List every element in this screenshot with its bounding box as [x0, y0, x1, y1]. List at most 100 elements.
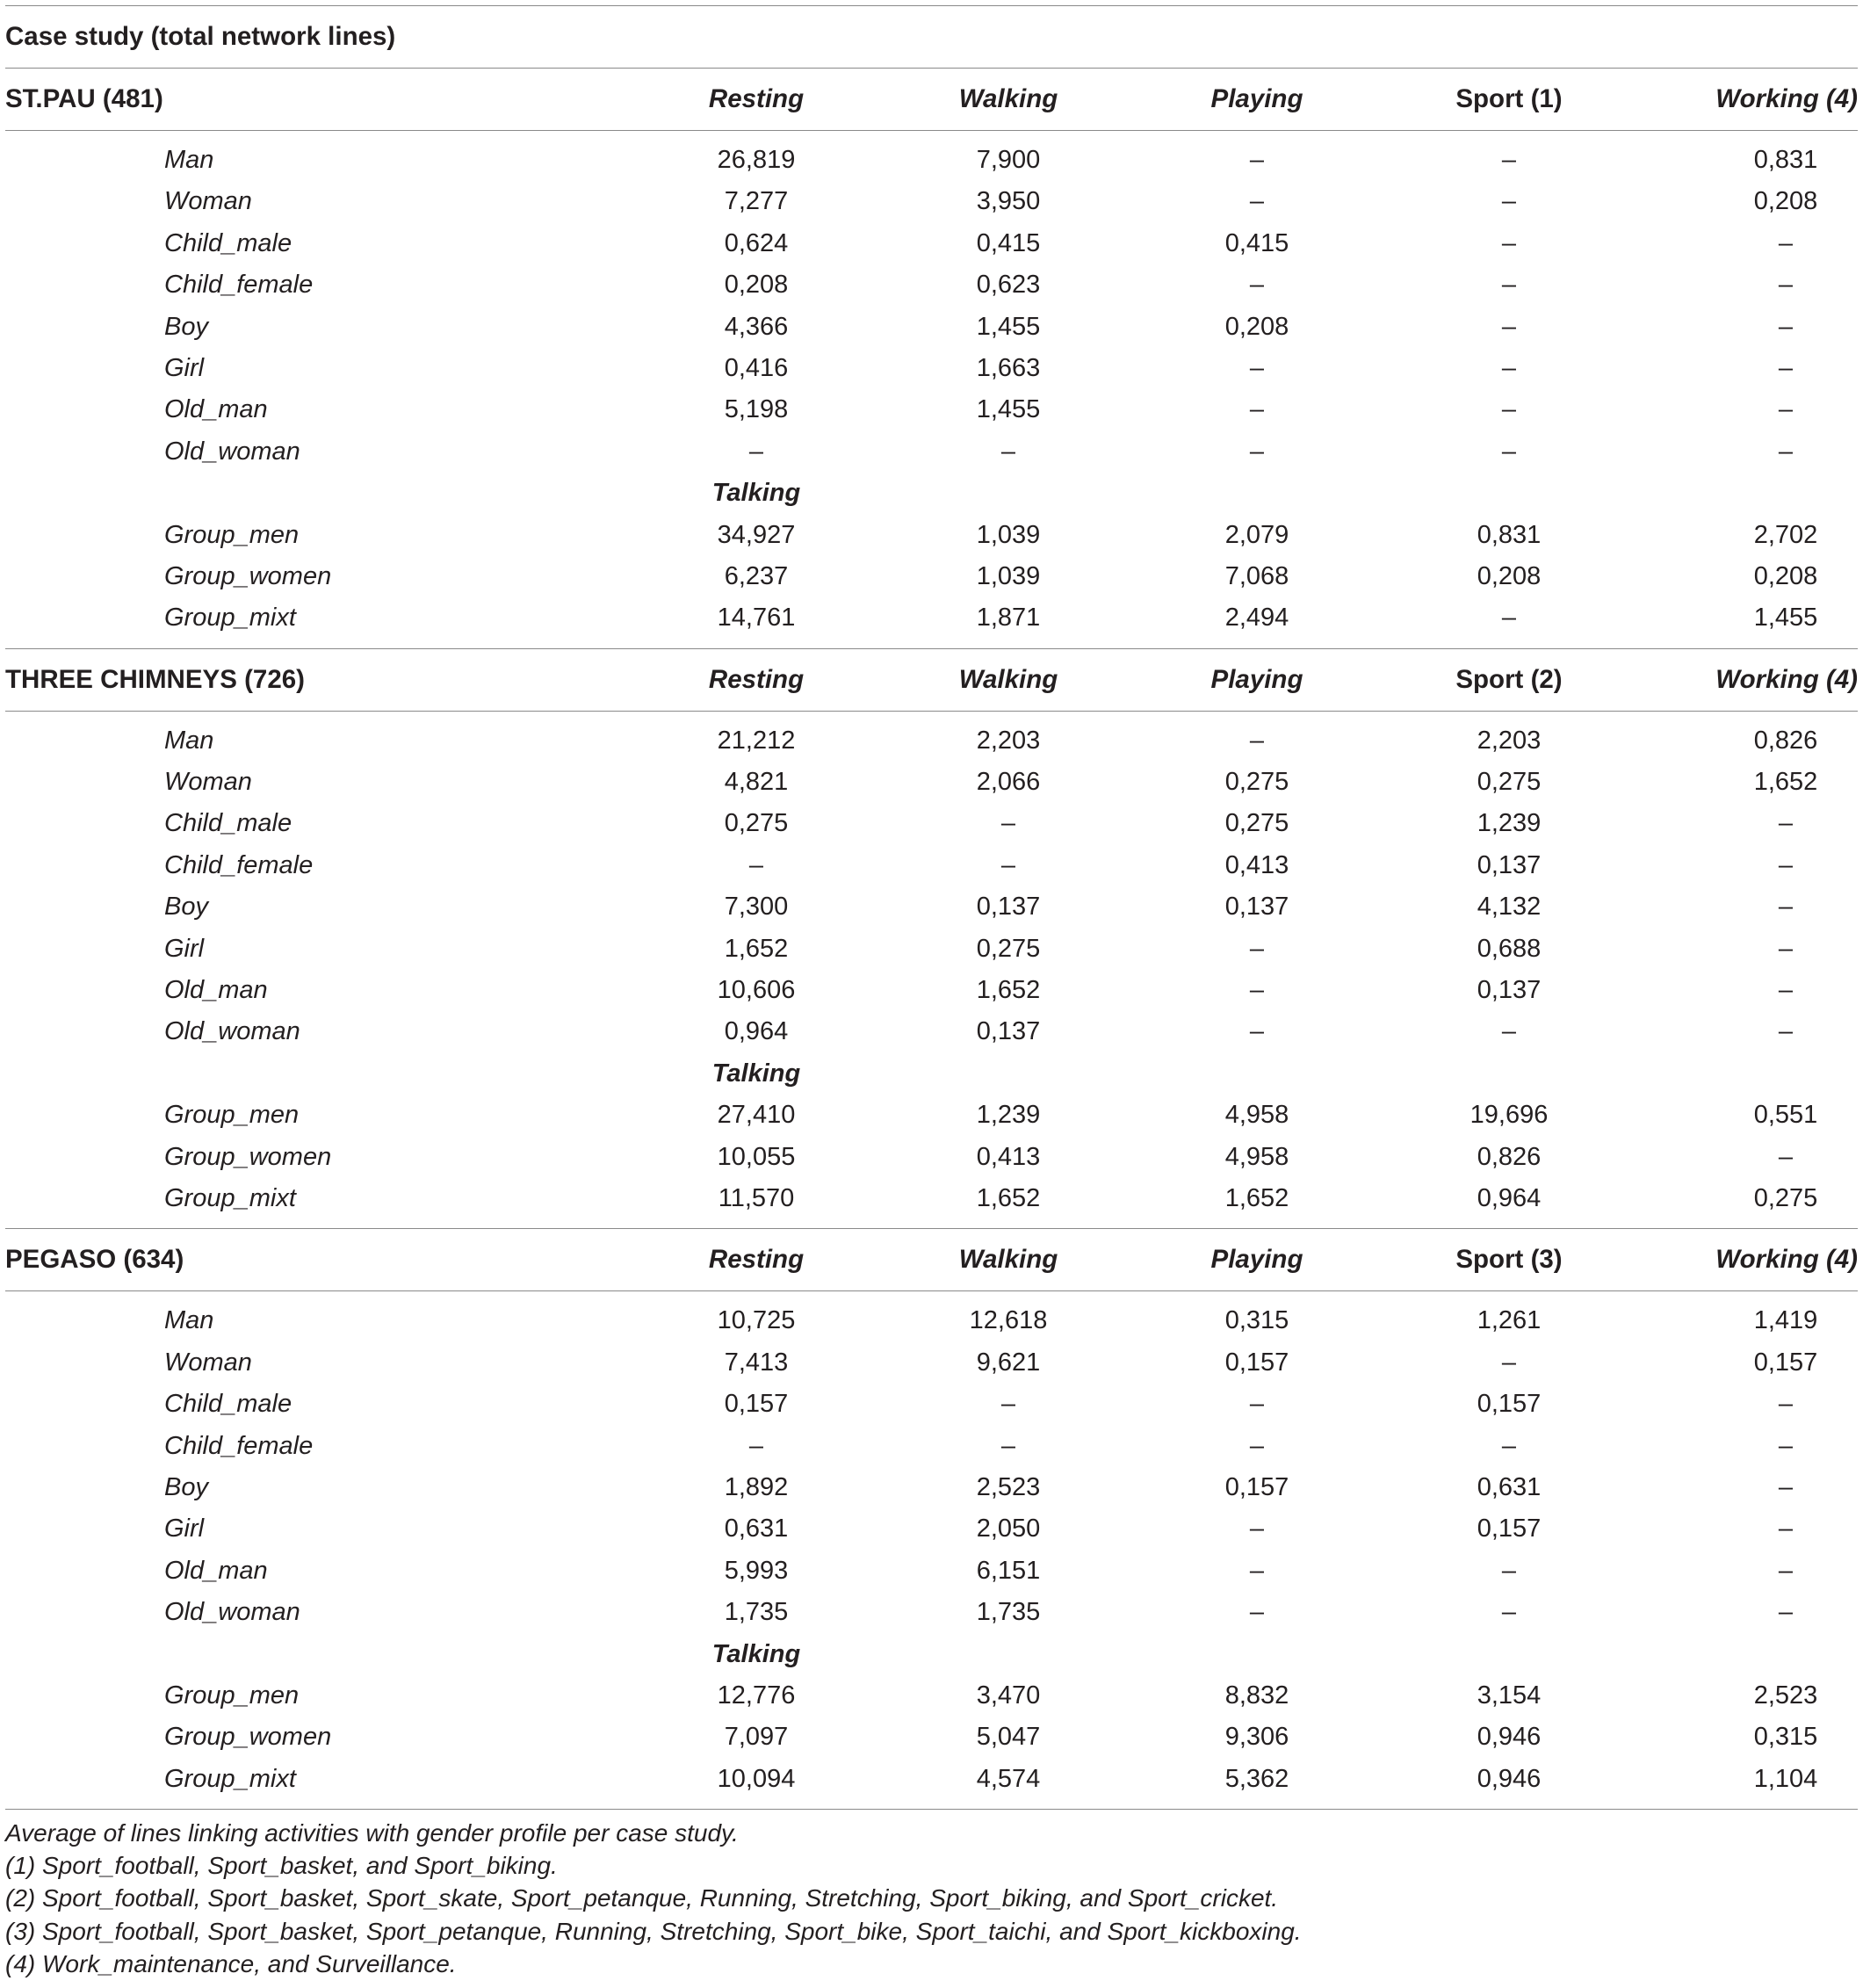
table-cell: 2,066	[976, 768, 1041, 797]
talking-subheader: Talking	[711, 479, 801, 508]
table-cell: –	[1249, 1514, 1265, 1543]
section-rule	[5, 68, 1858, 69]
table-cell: –	[1778, 1017, 1794, 1046]
table-row: Boy 1,892 2,523 0,157 0,631 –	[5, 1467, 1858, 1508]
table-cell: 0,208	[1753, 187, 1818, 216]
table-cell: 8,832	[1224, 1681, 1289, 1710]
table-cell: –	[1249, 187, 1265, 216]
table-cell: –	[1249, 1431, 1265, 1460]
table-cell: 12,618	[969, 1306, 1048, 1335]
column-header: Playing	[1210, 1245, 1303, 1275]
table-cell: 1,455	[976, 395, 1041, 424]
column-header: Sport (2)	[1455, 664, 1563, 694]
section-name: THREE CHIMNEYS (726)	[5, 664, 305, 694]
table-row: Man 26,819 7,900 – – 0,831	[5, 140, 1858, 181]
table-cell: 1,104	[1753, 1764, 1818, 1793]
table-cell: –	[1778, 1431, 1794, 1460]
table-cell: 6,237	[724, 561, 789, 590]
row-label: Group_mixt	[164, 1764, 296, 1793]
table-cell: 9,621	[976, 1348, 1041, 1377]
row-label: Group_men	[164, 1101, 300, 1130]
table-cell: –	[1778, 893, 1794, 922]
table-cell: 6,151	[976, 1556, 1041, 1585]
table-cell: 2,523	[1753, 1681, 1818, 1710]
table-cell: –	[1501, 437, 1517, 466]
table-row: Child_female 0,208 0,623 – – –	[5, 264, 1858, 306]
table-row: Girl 1,652 0,275 – 0,688 –	[5, 929, 1858, 970]
row-label: Child_female	[164, 850, 314, 879]
row-label: Woman	[164, 768, 252, 797]
note-line: (2) Sport_football, Sport_basket, Sport_…	[5, 1884, 1279, 1912]
table-cell: –	[1000, 850, 1016, 879]
table-cell: 1,652	[976, 1183, 1041, 1212]
row-label: Old_woman	[164, 1017, 300, 1046]
table-cell: –	[1501, 312, 1517, 341]
table-row: Old_woman 1,735 1,735 – – –	[5, 1592, 1858, 1633]
table-cell: 0,631	[724, 1514, 789, 1543]
table-cell: 0,208	[1477, 561, 1542, 590]
table-row: Woman 7,277 3,950 – – 0,208	[5, 181, 1858, 222]
row-label: Group_men	[164, 1681, 300, 1710]
table-cell: 0,137	[976, 1017, 1041, 1046]
column-header: Sport (1)	[1455, 84, 1563, 113]
table-cell: 7,097	[724, 1723, 789, 1752]
row-label: Girl	[164, 934, 205, 963]
table-cell: –	[1778, 437, 1794, 466]
table-cell: –	[1778, 1142, 1794, 1171]
column-header: Sport (3)	[1455, 1245, 1563, 1275]
row-label: Child_female	[164, 1431, 314, 1460]
table-cell: –	[1778, 1598, 1794, 1627]
row-label: Group_men	[164, 520, 300, 549]
column-header: Playing	[1210, 664, 1303, 694]
table-cell: 1,735	[724, 1598, 789, 1627]
column-header: Walking	[958, 84, 1058, 113]
section-body: Man 21,212 2,203 – 2,203 0,826 Woman 4,821 2,066…	[5, 712, 1858, 1229]
table-cell: –	[1249, 1390, 1265, 1419]
table-cell: 0,964	[724, 1017, 789, 1046]
table-row: Old_man 5,198 1,455 – – –	[5, 389, 1858, 430]
row-label: Group_mixt	[164, 1183, 296, 1212]
table-cell: 0,208	[724, 271, 789, 300]
table-cell: 7,068	[1224, 561, 1289, 590]
table-row: Group_men 27,410 1,239 4,958 19,696 0,551	[5, 1095, 1858, 1136]
table-cell: 4,821	[724, 768, 789, 797]
section-header-rule	[5, 130, 1858, 131]
table-cell: 1,039	[976, 520, 1041, 549]
table-cell: –	[1249, 934, 1265, 963]
table-cell: –	[1249, 395, 1265, 424]
row-label: Old_woman	[164, 1598, 300, 1627]
table-cell: –	[1501, 1017, 1517, 1046]
table-cell: 4,958	[1224, 1101, 1289, 1130]
column-header: Playing	[1210, 84, 1303, 113]
table-cell: –	[1501, 1598, 1517, 1627]
section-body: Man 10,725 12,618 0,315 1,261 1,419 Woman 7,413…	[5, 1291, 1858, 1809]
table-cell: –	[1249, 1598, 1265, 1627]
table-row: Group_mixt 11,570 1,652 1,652 0,964 0,275	[5, 1178, 1858, 1219]
table-cell: –	[1501, 395, 1517, 424]
table-cell: 0,137	[1477, 976, 1542, 1005]
table-cell: 0,275	[1224, 768, 1289, 797]
table-cell: 0,315	[1753, 1723, 1818, 1752]
section-name: ST.PAU (481)	[5, 84, 163, 113]
table-cell: –	[1249, 976, 1265, 1005]
table-row: Child_female – – 0,413 0,137 –	[5, 845, 1858, 886]
table-cell: 7,300	[724, 893, 789, 922]
table-row: Child_female – – – – –	[5, 1426, 1858, 1467]
note-line: (3) Sport_football, Sport_basket, Sport_…	[5, 1917, 1302, 1945]
table-notes: Average of lines linking activities with…	[5, 1810, 1858, 1980]
table-cell: 0,826	[1753, 726, 1818, 755]
table-cell: –	[1249, 146, 1265, 174]
row-label: Girl	[164, 353, 205, 382]
table-cell: 1,455	[976, 312, 1041, 341]
table-cell: 7,900	[976, 146, 1041, 174]
table-cell: 0,551	[1753, 1101, 1818, 1130]
talking-subheader-row: Talking	[5, 1634, 1858, 1675]
table-cell: 0,826	[1477, 1142, 1542, 1171]
row-label: Child_male	[164, 228, 292, 257]
row-label: Man	[164, 726, 214, 755]
table-cell: 2,523	[976, 1472, 1041, 1501]
table-cell: 1,652	[976, 976, 1041, 1005]
table-cell: 0,137	[1477, 850, 1542, 879]
table-cell: 2,079	[1224, 520, 1289, 549]
table-cell: 0,964	[1477, 1183, 1542, 1212]
